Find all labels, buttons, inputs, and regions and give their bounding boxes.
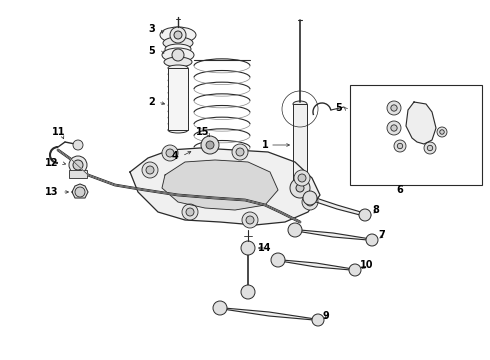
Circle shape — [271, 253, 285, 267]
Circle shape — [166, 149, 174, 157]
Circle shape — [387, 121, 401, 135]
Text: 7: 7 — [378, 230, 385, 240]
Ellipse shape — [168, 127, 188, 133]
Bar — [168, 68, 188, 130]
Polygon shape — [274, 255, 359, 274]
Circle shape — [242, 212, 258, 228]
Circle shape — [75, 187, 85, 197]
Circle shape — [69, 156, 87, 174]
Circle shape — [359, 209, 371, 221]
Circle shape — [394, 140, 406, 152]
Circle shape — [391, 125, 397, 131]
Text: 9: 9 — [322, 311, 329, 321]
Circle shape — [170, 27, 186, 43]
Ellipse shape — [162, 48, 194, 62]
Polygon shape — [406, 102, 436, 144]
Polygon shape — [304, 193, 371, 220]
Circle shape — [241, 285, 255, 299]
Text: 10: 10 — [360, 260, 373, 270]
Circle shape — [397, 143, 403, 149]
Bar — [69, 170, 87, 178]
Circle shape — [294, 170, 310, 186]
Text: 8: 8 — [372, 205, 379, 215]
Circle shape — [290, 178, 310, 198]
Circle shape — [162, 145, 178, 161]
Text: 6: 6 — [396, 185, 403, 195]
Text: 13: 13 — [45, 187, 58, 197]
Circle shape — [366, 234, 378, 246]
Circle shape — [424, 142, 436, 154]
Circle shape — [437, 127, 447, 137]
Circle shape — [288, 223, 302, 237]
Circle shape — [427, 145, 433, 151]
Circle shape — [201, 136, 219, 154]
Circle shape — [172, 49, 184, 61]
Polygon shape — [72, 184, 88, 198]
Text: 2: 2 — [148, 97, 155, 107]
Bar — [293, 104, 307, 182]
Polygon shape — [216, 303, 322, 324]
Circle shape — [312, 314, 324, 326]
Bar — [350, 85, 482, 185]
Circle shape — [298, 174, 306, 182]
Circle shape — [296, 184, 304, 192]
Circle shape — [73, 140, 83, 150]
Circle shape — [391, 105, 397, 111]
Circle shape — [232, 144, 248, 160]
Ellipse shape — [163, 37, 193, 49]
Polygon shape — [130, 148, 320, 225]
Circle shape — [182, 204, 198, 220]
Circle shape — [174, 31, 182, 39]
Circle shape — [236, 148, 244, 156]
Text: 12: 12 — [45, 158, 58, 168]
Text: 4: 4 — [172, 151, 179, 161]
Text: 1: 1 — [262, 140, 269, 150]
Text: 15: 15 — [196, 127, 210, 137]
Ellipse shape — [168, 65, 188, 71]
Ellipse shape — [165, 44, 191, 54]
Circle shape — [142, 162, 158, 178]
Text: 11: 11 — [52, 127, 66, 137]
Circle shape — [387, 101, 401, 115]
Text: 5: 5 — [335, 103, 342, 113]
Circle shape — [241, 241, 255, 255]
Circle shape — [303, 191, 317, 205]
Text: 14: 14 — [258, 243, 271, 253]
Ellipse shape — [293, 179, 307, 185]
Text: 3: 3 — [148, 24, 155, 34]
Text: 5: 5 — [148, 46, 155, 56]
Ellipse shape — [160, 27, 196, 43]
Circle shape — [213, 301, 227, 315]
Circle shape — [440, 130, 444, 134]
Ellipse shape — [293, 101, 307, 107]
Polygon shape — [162, 160, 278, 210]
Circle shape — [206, 141, 214, 149]
Polygon shape — [290, 225, 377, 245]
Circle shape — [306, 198, 314, 206]
Ellipse shape — [164, 57, 192, 67]
Circle shape — [146, 166, 154, 174]
Circle shape — [186, 208, 194, 216]
Circle shape — [246, 216, 254, 224]
Circle shape — [73, 160, 83, 170]
Circle shape — [302, 194, 318, 210]
Circle shape — [349, 264, 361, 276]
